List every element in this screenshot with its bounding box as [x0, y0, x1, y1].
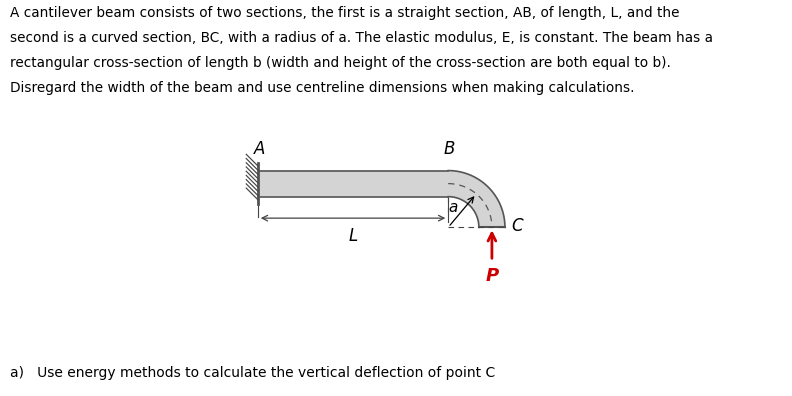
Text: A: A [253, 140, 265, 158]
Text: P: P [485, 267, 498, 285]
Text: a: a [448, 200, 458, 215]
Text: B: B [444, 140, 455, 158]
Text: rectangular cross-section of length b (width and height of the cross-section are: rectangular cross-section of length b (w… [10, 56, 671, 70]
Text: A cantilever beam consists of two sections, the first is a straight section, AB,: A cantilever beam consists of two sectio… [10, 6, 680, 20]
Text: C: C [512, 217, 524, 235]
Text: Disregard the width of the beam and use centreline dimensions when making calcul: Disregard the width of the beam and use … [10, 81, 635, 95]
Polygon shape [258, 171, 505, 227]
Text: L: L [348, 227, 358, 245]
Text: second is a curved section, BC, with a radius of a. The elastic modulus, E, is c: second is a curved section, BC, with a r… [10, 31, 714, 45]
Text: a)   Use energy methods to calculate the vertical deflection of point C: a) Use energy methods to calculate the v… [10, 366, 496, 380]
